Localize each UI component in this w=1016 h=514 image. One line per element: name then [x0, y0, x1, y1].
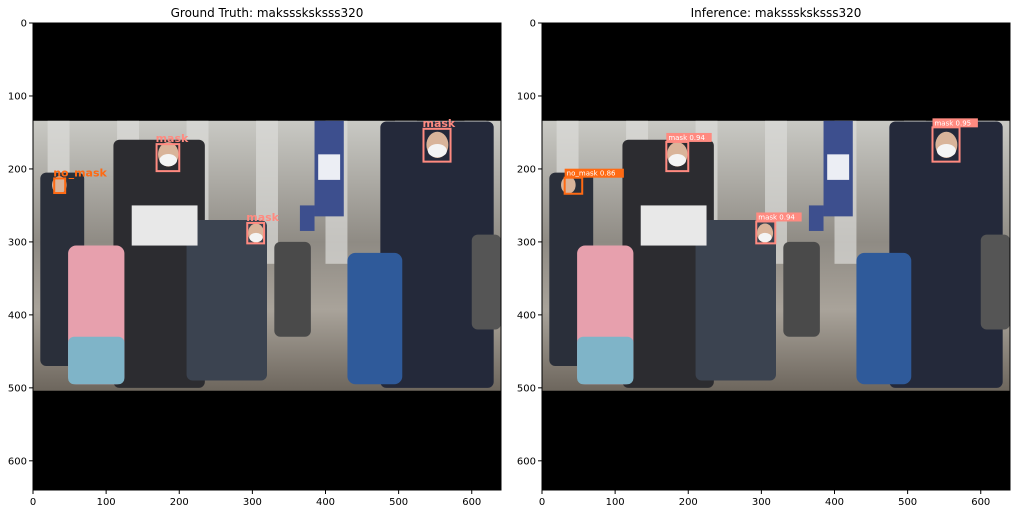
- y-tick-label: 500: [8, 383, 27, 394]
- box-label: mask: [156, 132, 189, 145]
- photo-suitcase-pink-bottom: [68, 336, 125, 385]
- y-tick-label: 300: [517, 237, 536, 248]
- chart-title: Inference: maksssksksss320: [691, 6, 862, 20]
- photo-person: [622, 139, 714, 388]
- y-tick-label: 0: [21, 19, 27, 30]
- bounding-box: [155, 143, 181, 173]
- photo-person-shirt: [640, 205, 707, 246]
- photo-person: [980, 234, 1010, 330]
- box-label: no_mask: [53, 166, 107, 179]
- y-tick-label: 0: [530, 19, 536, 30]
- x-tick-label: 500: [389, 497, 408, 508]
- box-label-background: [666, 132, 712, 142]
- x-tick-label: 600: [462, 497, 481, 508]
- photo-mask: [427, 144, 447, 158]
- photo-mask: [936, 144, 956, 158]
- x-tick-label: 500: [898, 497, 917, 508]
- y-tick-label: 400: [8, 310, 27, 321]
- photo-mask: [758, 232, 772, 243]
- box-label: mask 0.94: [668, 134, 705, 142]
- y-tick-label: 200: [517, 164, 536, 175]
- photo-person: [471, 234, 501, 330]
- x-tick-label: 600: [971, 497, 990, 508]
- inference-panel: no_mask 0.86 mask 0.94 mask 0.94 mask 0.95 0…: [517, 6, 1011, 508]
- y-tick-label: 100: [8, 91, 27, 102]
- x-tick-label: 200: [679, 497, 698, 508]
- bounding-box: [53, 177, 67, 195]
- y-tick-label: 300: [8, 237, 27, 248]
- chart-title: Ground Truth: maksssksksss320: [171, 6, 364, 20]
- x-tick-label: 0: [539, 497, 545, 508]
- x-tick-label: 300: [752, 497, 771, 508]
- photo-person: [783, 241, 820, 337]
- bounding-box: [422, 127, 452, 163]
- axes-frame: [32, 22, 502, 491]
- y-tick-label: 600: [8, 456, 27, 467]
- photo-suitcase-blue: [856, 252, 912, 385]
- bounding-box: [246, 221, 266, 245]
- photo-person: [889, 121, 1003, 388]
- box-label: mask: [422, 117, 455, 130]
- box-label-background: [564, 168, 624, 178]
- x-tick-label: 100: [97, 497, 116, 508]
- photo-person: [380, 121, 494, 388]
- box-label: mask: [246, 211, 279, 224]
- photo-content: [542, 120, 1010, 391]
- box-label: mask 0.95: [934, 119, 971, 127]
- photo-mask: [159, 154, 178, 167]
- photo-person: [186, 220, 267, 381]
- y-tick-label: 500: [517, 383, 536, 394]
- box-label-background: [756, 212, 802, 222]
- photo-person: [113, 139, 205, 388]
- box-label: no_mask 0.86: [567, 170, 616, 178]
- box-label-background: [932, 118, 978, 128]
- photo-suitcase-pink-bottom: [577, 336, 634, 385]
- photo-person: [695, 220, 776, 381]
- y-tick-label: 100: [517, 91, 536, 102]
- x-tick-label: 200: [170, 497, 189, 508]
- x-tick-label: 100: [606, 497, 625, 508]
- y-tick-label: 400: [517, 310, 536, 321]
- photo-person-shirt: [131, 205, 198, 246]
- photo-mask: [249, 232, 263, 243]
- y-tick-label: 600: [517, 456, 536, 467]
- photo-sign-c: [808, 205, 824, 231]
- box-label: mask 0.94: [758, 213, 795, 221]
- photo-sign-letter: [827, 154, 850, 180]
- photo-face: [52, 176, 67, 194]
- photo-face: [561, 176, 576, 194]
- axes-frame: [541, 22, 1011, 491]
- photo-mask: [668, 154, 687, 167]
- x-tick-label: 400: [316, 497, 335, 508]
- x-tick-label: 0: [30, 497, 36, 508]
- photo-person: [274, 241, 311, 337]
- photo-content: [33, 120, 501, 391]
- y-tick-label: 200: [8, 164, 27, 175]
- photo-sign-letter: [318, 154, 341, 180]
- photo-suitcase-blue: [347, 252, 403, 385]
- x-tick-label: 400: [825, 497, 844, 508]
- x-tick-label: 300: [243, 497, 262, 508]
- photo-sign-c: [299, 205, 315, 231]
